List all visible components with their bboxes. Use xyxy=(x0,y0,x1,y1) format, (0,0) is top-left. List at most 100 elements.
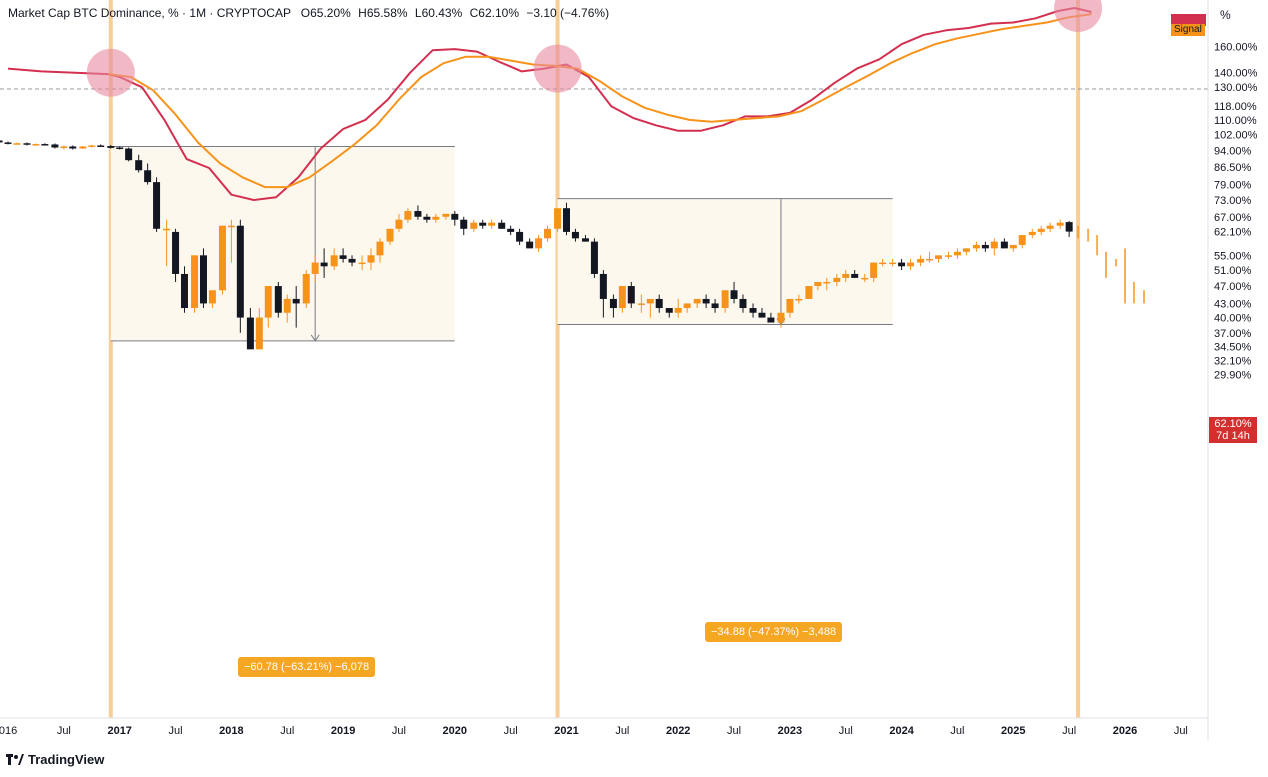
tradingview-logo[interactable]: TradingView xyxy=(6,752,104,767)
candle-body-52 xyxy=(479,222,487,226)
candle-body-39 xyxy=(358,262,366,265)
candle-body-14 xyxy=(125,148,133,161)
y-tick-label-5: 102.00% xyxy=(1214,130,1258,142)
y-tick-label-14: 47.00% xyxy=(1214,281,1252,293)
candle-body-2 xyxy=(13,143,21,145)
candle-body-112 xyxy=(1037,228,1045,232)
candle-body-75 xyxy=(693,298,701,304)
chart-header: Market Cap BTC Dominance, % · 1M · CRYPT… xyxy=(8,6,609,20)
open-label: O xyxy=(300,6,311,20)
candle-body-5 xyxy=(41,144,49,146)
candle-body-98 xyxy=(907,262,915,267)
candle-body-106 xyxy=(981,244,989,249)
x-tick-label-11: Jul xyxy=(615,725,629,737)
candle-body-45 xyxy=(414,211,422,217)
candle-body-30 xyxy=(274,286,282,313)
x-tick-label-3: Jul xyxy=(169,725,183,737)
unit-label: % xyxy=(1220,8,1231,22)
candle-body-33 xyxy=(302,273,310,304)
x-tick-label-17: Jul xyxy=(950,725,964,737)
candle-body-7 xyxy=(60,146,68,148)
x-tick-label-20: 2026 xyxy=(1113,725,1137,737)
x-tick-label-18: 2025 xyxy=(1001,725,1025,737)
candle-body-99 xyxy=(917,258,925,263)
candle-body-95 xyxy=(879,262,887,265)
candle-body-82 xyxy=(758,312,766,318)
y-tick-label-20: 29.90% xyxy=(1214,369,1252,381)
candle-body-50 xyxy=(460,219,468,229)
open-value: 65.20% xyxy=(310,6,351,20)
x-tick-label-10: 2021 xyxy=(554,725,578,737)
x-tick-label-13: Jul xyxy=(727,725,741,737)
y-tick-label-0: 160.00% xyxy=(1214,42,1258,54)
candle-body-17 xyxy=(153,182,161,229)
x-tick-label-5: Jul xyxy=(280,725,294,737)
candle-body-22 xyxy=(199,255,207,304)
candle-body-87 xyxy=(805,286,813,299)
candle-body-27 xyxy=(246,317,254,350)
candle-body-102 xyxy=(945,255,953,257)
candle-body-13 xyxy=(116,147,124,149)
candle-body-26 xyxy=(236,225,244,318)
candle-body-70 xyxy=(646,298,654,304)
y-tick-label-3: 118.00% xyxy=(1214,101,1257,113)
candle-body-58 xyxy=(535,238,543,249)
candle-body-73 xyxy=(674,308,682,313)
x-tick-label-1: Jul xyxy=(57,725,71,737)
y-tick-label-1: 140.00% xyxy=(1214,68,1258,80)
candle-body-89 xyxy=(823,281,831,284)
candle-body-55 xyxy=(507,228,515,232)
candle-body-57 xyxy=(526,241,534,249)
x-tick-label-7: Jul xyxy=(392,725,406,737)
candle-body-114 xyxy=(1056,222,1064,226)
candle-body-62 xyxy=(571,231,579,239)
candle-body-20 xyxy=(180,273,188,309)
x-tick-label-14: 2023 xyxy=(778,725,802,737)
signal-legend-label: Signal xyxy=(1174,24,1202,35)
candle-body-56 xyxy=(516,231,524,242)
candle-body-44 xyxy=(404,211,412,220)
candle-body-86 xyxy=(795,298,803,301)
y-tick-label-18: 34.50% xyxy=(1214,341,1252,353)
measure-label-2: −34.88 (−47.37%) −3,488 xyxy=(705,622,843,642)
candle-body-6 xyxy=(51,144,59,148)
candle-body-46 xyxy=(423,216,431,220)
candle-body-3 xyxy=(23,143,31,145)
x-tick-label-6: 2019 xyxy=(331,725,355,737)
candle-body-24 xyxy=(218,225,226,291)
candle-body-64 xyxy=(590,241,598,274)
candle-body-60 xyxy=(554,208,562,229)
candle-body-76 xyxy=(702,298,710,304)
candle-body-51 xyxy=(470,222,478,229)
y-tick-label-17: 37.00% xyxy=(1214,328,1252,340)
candle-body-74 xyxy=(683,303,691,309)
candle-body-69 xyxy=(637,303,645,305)
highlight-band-2 xyxy=(1076,0,1081,718)
candle-body-47 xyxy=(432,216,440,220)
candle-body-59 xyxy=(544,228,552,239)
candle-body-16 xyxy=(144,170,152,183)
candle-body-78 xyxy=(721,290,729,309)
candle-body-79 xyxy=(730,290,738,299)
tradingview-icon xyxy=(6,753,24,766)
low-value: 60.43% xyxy=(421,6,463,20)
y-tick-label-15: 43.00% xyxy=(1214,298,1252,310)
tradingview-logo-text: TradingView xyxy=(28,752,105,767)
symbol-title[interactable]: Market Cap BTC Dominance, % · 1M · CRYPT… xyxy=(8,6,291,20)
measure-arrow-0 xyxy=(310,334,320,342)
y-tick-label-9: 73.00% xyxy=(1214,195,1252,207)
y-tick-label-4: 110.00% xyxy=(1214,115,1257,127)
signal-legend: Signal xyxy=(1171,24,1205,36)
candle-body-42 xyxy=(386,228,394,242)
candle-body-103 xyxy=(953,251,961,256)
candle-body-12 xyxy=(107,146,115,148)
candle-body-96 xyxy=(889,262,897,265)
candle-body-72 xyxy=(665,308,673,313)
candle-body-71 xyxy=(655,298,663,309)
candle-body-111 xyxy=(1028,231,1036,236)
y-tick-label-11: 62.10% xyxy=(1214,227,1252,239)
candle-body-104 xyxy=(962,248,970,252)
low-label: L xyxy=(414,6,422,20)
candle-body-9 xyxy=(79,146,87,149)
